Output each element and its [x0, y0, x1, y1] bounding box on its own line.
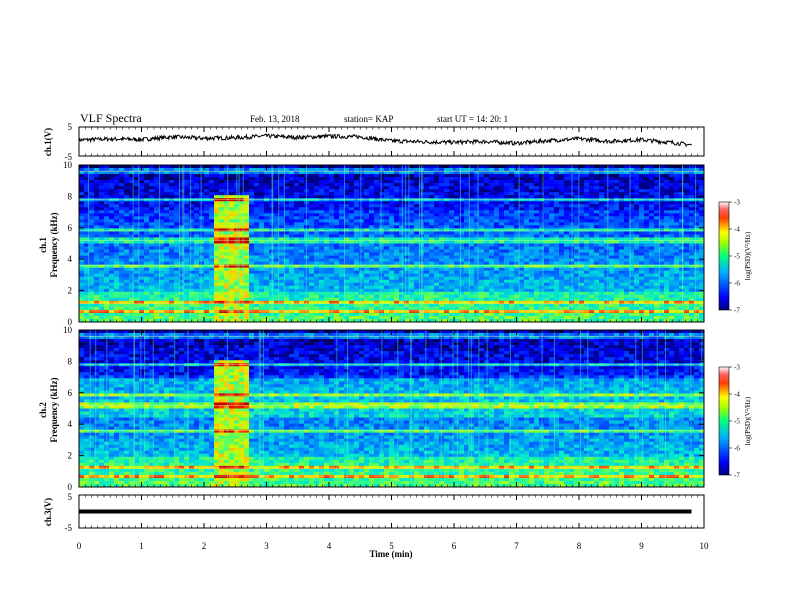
xtick-label: 2 [202, 541, 207, 551]
xtick-label: 3 [264, 541, 269, 551]
ytick-label: 6 [68, 388, 73, 398]
ytick-label: 0 [68, 317, 73, 327]
ch1-colorbar-ticks: -3 -4 -5 -6 -7 [729, 199, 740, 315]
ytick-label: 2 [68, 286, 73, 296]
colorbar-tick-label: -3 [734, 199, 740, 207]
ch1-ytick-bottom: -5 [65, 152, 73, 162]
x-axis-label: Time (min) [369, 549, 412, 559]
figure-title: VLF Spectra [80, 111, 142, 125]
xtick-label: 10 [700, 541, 710, 551]
ytick-label: 2 [68, 451, 73, 461]
ch2-colorbar-label: log(PSD)(V²/Hz) [744, 396, 752, 445]
ch1-ytick-top: 5 [68, 122, 73, 132]
xtick-label: 9 [639, 541, 644, 551]
colorbar-tick-label: -7 [734, 307, 740, 315]
ch3-ylabel: ch.3(V) [43, 498, 53, 526]
ch2-spectrogram [79, 330, 705, 488]
ytick-label: 6 [68, 223, 73, 233]
xtick-label: 4 [327, 541, 332, 551]
colorbar-tick-label: -5 [734, 253, 740, 261]
colorbar-tick-label: -4 [734, 391, 740, 399]
xtick-label: 8 [577, 541, 582, 551]
date-label: Feb. 13, 2018 [250, 114, 300, 124]
ch1-spectrogram-ylabel: Frequency (kHz) [49, 212, 59, 277]
ch1-spectrogram [79, 165, 705, 323]
ch1-spectrogram-yticks: 0 2 4 6 8 10 [63, 160, 704, 327]
ch1-waveform [78, 132, 692, 148]
colorbar-tick-label: -6 [734, 280, 740, 288]
ch1-colorbar-label: log(PSD)(V²/Hz) [744, 231, 752, 280]
ch2-spectrogram-ylabel: Frequency (kHz) [49, 377, 59, 442]
colorbar-tick-label: -4 [734, 226, 740, 234]
station-label: station= KAP [344, 114, 393, 124]
xtick-label: 5 [389, 541, 394, 551]
ch2-colorbar [718, 366, 730, 476]
ch1-colorbar [718, 201, 730, 311]
start-time-label: start UT = 14: 20: 1 [437, 114, 508, 124]
ch3-ytick-top: 5 [68, 492, 73, 502]
ytick-label: 8 [68, 191, 73, 201]
colorbar-tick-label: -6 [734, 445, 740, 453]
ch2-colorbar-ticks: -3 -4 -5 -6 -7 [729, 364, 740, 480]
ytick-label: 10 [63, 325, 73, 335]
colorbar-tick-label: -7 [734, 472, 740, 480]
ch1-spectrogram-ylabel-channel: ch.1 [38, 237, 48, 253]
xtick-label: 1 [139, 541, 144, 551]
xtick-label: 0 [77, 541, 82, 551]
colorbar-tick-label: -3 [734, 364, 740, 372]
x-axis: 0 1 2 3 4 5 6 7 8 9 10 [77, 127, 709, 551]
ytick-label: 0 [68, 482, 73, 492]
ytick-label: 4 [68, 254, 73, 264]
ch2-spectrogram-yticks: 0 2 4 6 8 10 [63, 325, 704, 492]
ytick-label: 4 [68, 419, 73, 429]
ch3-ytick-bottom: -5 [65, 523, 73, 533]
ytick-label: 8 [68, 356, 73, 366]
xtick-label: 6 [452, 541, 457, 551]
ch2-spectrogram-ylabel-channel: ch.2 [38, 402, 48, 418]
ytick-label: 10 [63, 160, 73, 170]
xtick-label: 7 [514, 541, 519, 551]
ch1-ylabel: ch.1(V) [43, 128, 53, 156]
colorbar-tick-label: -5 [734, 418, 740, 426]
